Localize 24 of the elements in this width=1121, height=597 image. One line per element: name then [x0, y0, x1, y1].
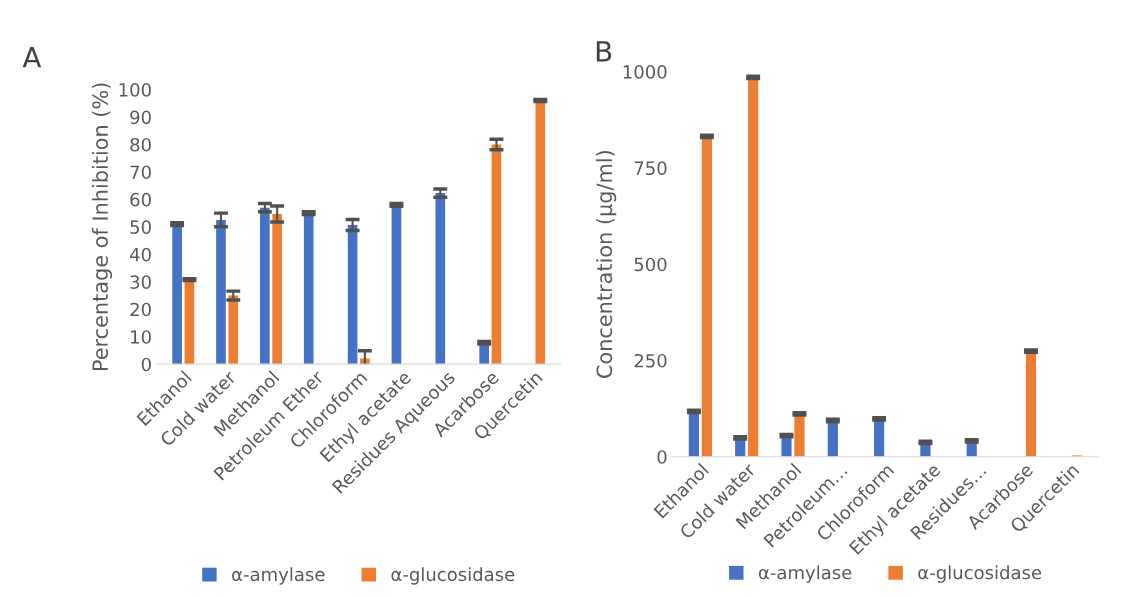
legend-label: α-glucosidase — [918, 565, 1042, 583]
y-tick-label: 70 — [130, 165, 151, 180]
y-tick-label: 80 — [130, 137, 151, 152]
y-tick-label: 40 — [129, 247, 151, 262]
legend-label: α-amylase — [758, 565, 852, 583]
chart-title: B — [596, 41, 612, 62]
y-axis-title: Percentage of Inhibition (%) — [91, 83, 113, 371]
y-tick-label: 1000 — [623, 65, 667, 79]
y-tick-label: 10 — [131, 330, 151, 344]
y-tick-label: 0 — [657, 450, 667, 464]
legend-label: α-amylase — [232, 567, 325, 585]
legend-label: α-glucosidase — [391, 567, 515, 585]
y-axis-title: Concentration (µg/ml) — [596, 151, 617, 378]
chart-title: A — [22, 47, 42, 68]
y-tick-label: 750 — [634, 161, 667, 176]
y-tick-label: 90 — [130, 110, 151, 125]
y-tick-label: 0 — [141, 357, 151, 372]
y-tick-label: 30 — [130, 275, 151, 289]
y-tick-label: 50 — [130, 220, 151, 234]
y-tick-label: 500 — [634, 257, 667, 272]
y-tick-label: 60 — [130, 192, 151, 207]
y-tick-label: 250 — [634, 353, 667, 368]
y-tick-label: 100 — [119, 83, 151, 97]
y-tick-label: 20 — [130, 302, 151, 317]
